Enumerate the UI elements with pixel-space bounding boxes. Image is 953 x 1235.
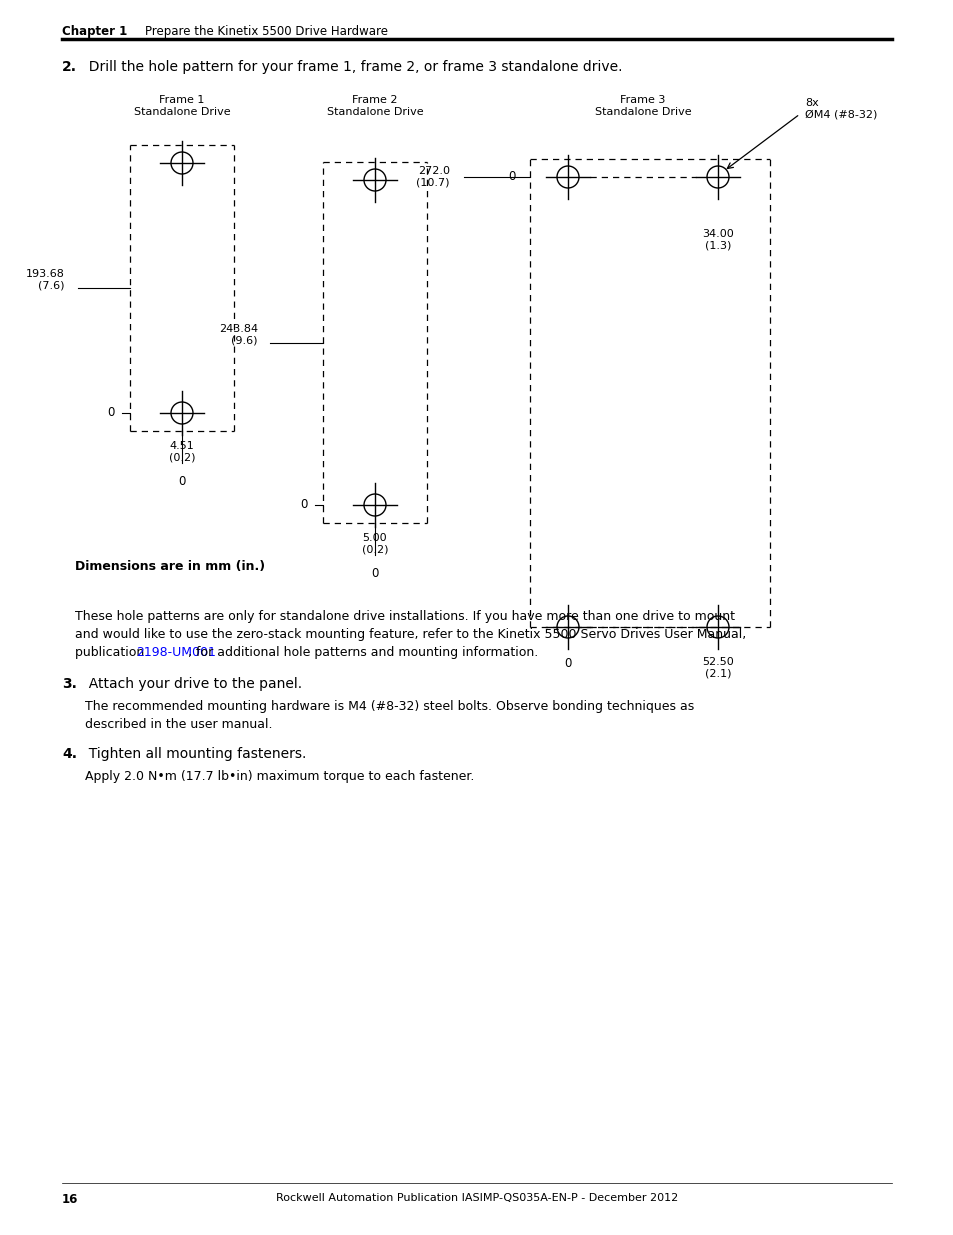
Text: 16: 16 (62, 1193, 78, 1207)
Text: Frame 1
Standalone Drive: Frame 1 Standalone Drive (133, 95, 230, 116)
Text: Drill the hole pattern for your frame 1, frame 2, or frame 3 standalone drive.: Drill the hole pattern for your frame 1,… (80, 61, 622, 74)
Text: 0: 0 (371, 567, 378, 580)
Text: These hole patterns are only for standalone drive installations. If you have mor: These hole patterns are only for standal… (75, 610, 734, 622)
Text: Attach your drive to the panel.: Attach your drive to the panel. (80, 677, 302, 692)
Text: 5.00
(0.2): 5.00 (0.2) (361, 534, 388, 555)
Text: Chapter 1: Chapter 1 (62, 25, 127, 38)
Text: Prepare the Kinetix 5500 Drive Hardware: Prepare the Kinetix 5500 Drive Hardware (130, 25, 388, 38)
Text: 8x
ØM4 (#8-32): 8x ØM4 (#8-32) (804, 99, 877, 120)
Text: Tighten all mounting fasteners.: Tighten all mounting fasteners. (80, 747, 306, 761)
Text: described in the user manual.: described in the user manual. (85, 718, 273, 731)
Text: The recommended mounting hardware is M4 (#8-32) steel bolts. Observe bonding tec: The recommended mounting hardware is M4 … (85, 700, 694, 713)
Text: , for additional hole patterns and mounting information.: , for additional hole patterns and mount… (188, 646, 537, 659)
Text: 2.: 2. (62, 61, 77, 74)
Text: publication: publication (75, 646, 148, 659)
Text: 34.00
(1.3): 34.00 (1.3) (701, 228, 733, 251)
Text: 0: 0 (300, 499, 308, 511)
Text: 52.50
(2.1): 52.50 (2.1) (701, 657, 733, 678)
Text: 4.: 4. (62, 747, 77, 761)
Text: 193.68
(7.6): 193.68 (7.6) (26, 269, 65, 290)
Text: 4.51
(0.2): 4.51 (0.2) (169, 441, 195, 463)
Text: 3.: 3. (62, 677, 77, 692)
Text: Frame 2
Standalone Drive: Frame 2 Standalone Drive (326, 95, 423, 116)
Text: Rockwell Automation Publication IASIMP-QS035A-EN-P - December 2012: Rockwell Automation Publication IASIMP-Q… (275, 1193, 678, 1203)
Text: 0: 0 (178, 475, 186, 488)
Text: and would like to use the zero-stack mounting feature, refer to the Kinetix 5500: and would like to use the zero-stack mou… (75, 629, 745, 641)
Text: 243.84
(9.6): 243.84 (9.6) (218, 325, 257, 346)
Text: Dimensions are in mm (in.): Dimensions are in mm (in.) (75, 559, 265, 573)
Text: 0: 0 (508, 170, 516, 184)
Text: 272.0
(10.7): 272.0 (10.7) (416, 167, 450, 188)
Text: 2198-UM001: 2198-UM001 (136, 646, 216, 659)
Text: 0: 0 (564, 657, 571, 671)
Text: Frame 3
Standalone Drive: Frame 3 Standalone Drive (594, 95, 691, 116)
Text: 0: 0 (108, 406, 115, 420)
Text: Apply 2.0 N•m (17.7 lb•in) maximum torque to each fastener.: Apply 2.0 N•m (17.7 lb•in) maximum torqu… (85, 769, 474, 783)
